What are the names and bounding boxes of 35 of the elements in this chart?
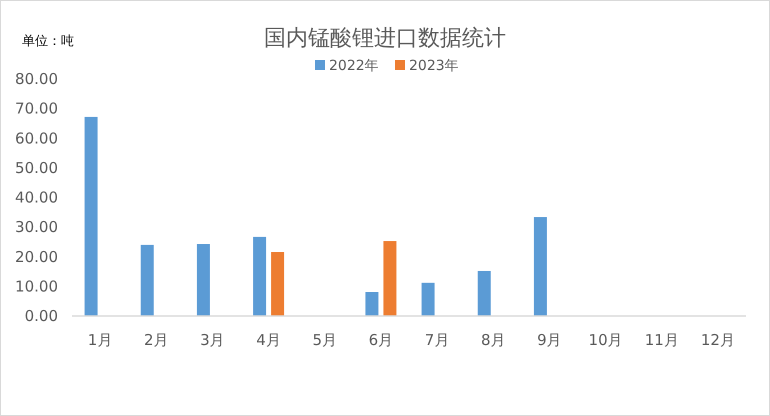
x-tick-label: 4月 bbox=[256, 331, 281, 349]
y-tick-label: 10.00 bbox=[15, 277, 58, 296]
bar bbox=[422, 282, 435, 316]
y-tick-label: 50.00 bbox=[15, 158, 58, 177]
x-tick-label: 3月 bbox=[200, 331, 225, 349]
bar bbox=[365, 292, 378, 316]
x-tick-label: 9月 bbox=[537, 331, 562, 349]
bar bbox=[253, 236, 266, 316]
x-tick-label: 8月 bbox=[480, 331, 506, 349]
bar bbox=[534, 217, 547, 316]
y-tick-label: 80.00 bbox=[15, 70, 58, 88]
x-tick-label: 10月 bbox=[588, 331, 623, 349]
bar bbox=[140, 244, 154, 316]
bar bbox=[84, 116, 98, 316]
y-tick-label: 0.00 bbox=[24, 307, 58, 325]
x-tick-label: 11月 bbox=[644, 331, 679, 349]
y-tick-label: 60.00 bbox=[15, 129, 58, 148]
legend-label: 2022年 bbox=[329, 58, 379, 74]
x-tick-label: 7月 bbox=[424, 331, 450, 349]
y-tick-label: 20.00 bbox=[15, 248, 58, 266]
bar bbox=[271, 252, 284, 316]
x-tick-label: 5月 bbox=[312, 331, 338, 349]
annotation: 单位：吨 bbox=[22, 34, 74, 49]
legend-label: 2023年 bbox=[409, 58, 459, 74]
x-tick-label: 12月 bbox=[700, 331, 735, 349]
bar bbox=[196, 244, 210, 316]
x-tick-label: 2月 bbox=[144, 331, 169, 349]
y-tick-label: 70.00 bbox=[15, 100, 58, 118]
x-tick-label: 1月 bbox=[88, 331, 112, 349]
title: 国内锰酸锂进口数据统计 bbox=[264, 26, 506, 51]
bar bbox=[383, 241, 396, 316]
y-tick-label: 30.00 bbox=[15, 218, 58, 236]
y-tick-label: 40.00 bbox=[15, 188, 58, 206]
x-tick-label: 6月 bbox=[368, 331, 394, 349]
bar bbox=[478, 270, 491, 316]
